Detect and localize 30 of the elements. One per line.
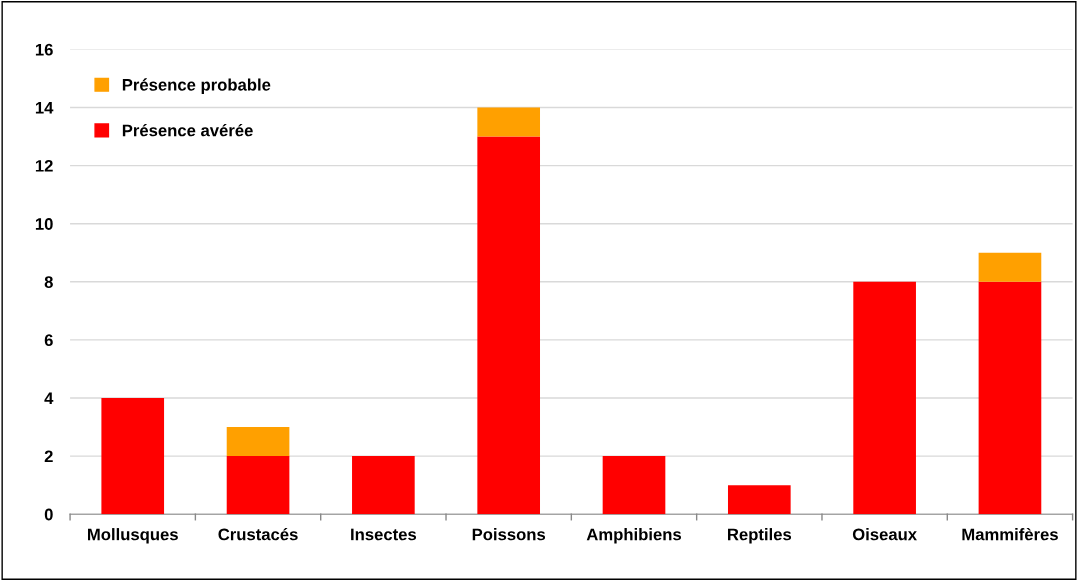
- bar: [226, 456, 290, 515]
- bar: [352, 456, 415, 515]
- bar: [727, 485, 791, 515]
- x-tick-label: Crustacés: [218, 527, 298, 541]
- y-tick-label: 8: [44, 276, 53, 288]
- x-tick-label: Mollusques: [88, 528, 178, 544]
- y-tick-label: 2: [44, 450, 53, 463]
- y-tick-label: 0: [44, 508, 53, 521]
- bar: [853, 281, 916, 515]
- x-tick-label: Oiseaux: [852, 528, 917, 541]
- x-tick-label: Reptiles: [728, 528, 792, 544]
- bar: [477, 136, 541, 515]
- bar: [101, 397, 165, 515]
- bar: [477, 107, 541, 137]
- legend-label: Présence avérée: [122, 123, 253, 137]
- bar: [978, 281, 1042, 515]
- legend-label: Présence probable: [122, 78, 271, 95]
- x-tick-label: Poissons: [472, 528, 546, 541]
- bar: [226, 427, 290, 457]
- bar: [602, 456, 666, 515]
- bar: [978, 252, 1042, 282]
- x-tick-label: Mammifères: [962, 527, 1058, 541]
- y-tick-label: 4: [44, 392, 54, 405]
- y-tick-label: 16: [35, 43, 53, 56]
- y-tick-label: 14: [35, 102, 54, 114]
- y-tick-label: 12: [35, 159, 53, 172]
- x-tick-label: Amphibiens: [586, 528, 682, 544]
- y-tick-label: 6: [44, 334, 53, 347]
- x-tick-label: Insectes: [351, 528, 417, 541]
- y-tick-label: 10: [35, 218, 53, 230]
